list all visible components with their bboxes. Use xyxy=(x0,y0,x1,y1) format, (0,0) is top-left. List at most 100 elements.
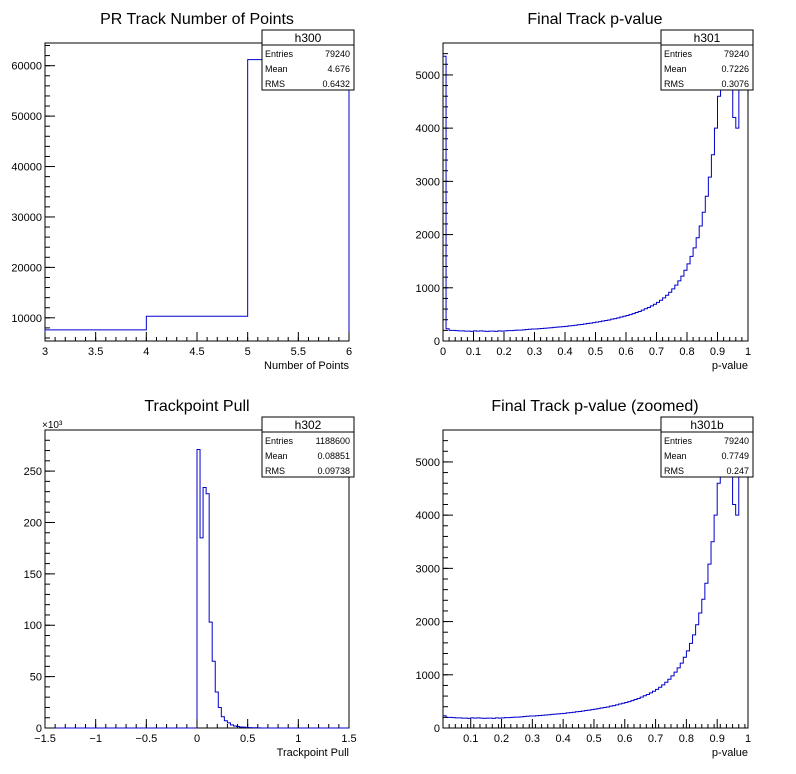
x-tick-label: 0.4 xyxy=(556,733,571,745)
x-tick-label: 0.5 xyxy=(586,733,601,745)
y-tick-label: 5000 xyxy=(416,457,440,469)
stats-box: h301b Entries 79240 Mean 0.7749 RMS 0.247 xyxy=(660,416,754,478)
x-tick-label: 0.6 xyxy=(618,346,633,358)
x-tick-label: −1 xyxy=(89,733,102,745)
histogram-series xyxy=(443,42,748,332)
x-tick-label: 1 xyxy=(745,346,751,358)
x-tick-label: 3 xyxy=(42,346,48,358)
histogram-panel-3: Trackpoint Pull −1.5 −1 −0.5 0 0.5 1 1.5 0 50 100 1… xyxy=(24,398,357,759)
y-tick-label: 200 xyxy=(24,517,42,529)
histogram-series xyxy=(45,449,349,729)
y-tick-label: 4000 xyxy=(416,510,440,522)
chart-title: Final Track p-value (zoomed) xyxy=(491,398,698,415)
stats-label: Mean xyxy=(664,64,687,74)
x-tick-label: −0.5 xyxy=(135,733,157,745)
stats-box-frame xyxy=(261,416,355,478)
y-tick-label: 60000 xyxy=(11,61,42,73)
stats-label: Mean xyxy=(664,451,687,461)
x-tick-label: 1 xyxy=(745,733,751,745)
stats-label: Entries xyxy=(265,49,294,59)
stats-label: Mean xyxy=(265,451,288,461)
y-tick-label: 250 xyxy=(24,466,42,478)
y-tick-label: 3000 xyxy=(416,563,440,575)
y-tick-label: 0 xyxy=(434,336,440,348)
x-tick-label: 1 xyxy=(295,733,301,745)
stats-value: 0.247 xyxy=(726,466,749,476)
y-tick-label: 20000 xyxy=(11,262,42,274)
stats-value: 0.3076 xyxy=(721,79,749,89)
x-tick-label: 0.5 xyxy=(240,733,255,745)
stats-value: 79240 xyxy=(724,436,749,446)
x-tick-label: 0.5 xyxy=(588,346,603,358)
x-tick-label: 4 xyxy=(143,346,149,358)
y-tick-label: 1000 xyxy=(416,670,440,682)
histogram-series xyxy=(443,429,748,719)
x-tick-label: 0.1 xyxy=(466,346,481,358)
x-tick-label: 3.5 xyxy=(88,346,103,358)
y-tick-label: 150 xyxy=(24,569,42,581)
histogram-panel-4: Final Track p-value (zoomed) 0.1 0.2 0.3 0.4… xyxy=(416,398,754,759)
y-exponent-label: ×10³ xyxy=(42,420,63,431)
x-tick-label: 0 xyxy=(440,346,446,358)
y-tick-label: 2000 xyxy=(416,230,440,242)
x-tick-label: 1.5 xyxy=(341,733,356,745)
chart-title: PR Track Number of Points xyxy=(100,11,294,28)
stats-label: Entries xyxy=(664,436,693,446)
x-tick-label: 6 xyxy=(346,346,352,358)
y-tick-label: 100 xyxy=(24,620,42,632)
y-tick-label: 2000 xyxy=(416,617,440,629)
y-tick-label: 0 xyxy=(36,723,42,735)
stats-label: RMS xyxy=(265,79,285,89)
y-tick-label: 30000 xyxy=(11,212,42,224)
histogram-panel-1: PR Track Number of Points 3 3.5 4 4.5 5 5.5 6 10… xyxy=(11,11,355,372)
chart-title: Final Track p-value xyxy=(527,11,662,28)
y-tick-label: 10000 xyxy=(11,313,42,325)
stats-label: RMS xyxy=(265,466,285,476)
x-axis-label: p-value xyxy=(712,747,748,759)
chart-title: Trackpoint Pull xyxy=(144,398,249,415)
stats-box-frame xyxy=(660,29,754,91)
stats-label: Mean xyxy=(265,64,288,74)
stats-box-name: h301 xyxy=(694,31,721,45)
stats-value: 0.09738 xyxy=(317,466,350,476)
x-tick-label: 0.7 xyxy=(648,733,663,745)
stats-label: Entries xyxy=(265,436,294,446)
x-tick-label: 0.9 xyxy=(710,733,725,745)
x-tick-label: 5.5 xyxy=(291,346,306,358)
x-axis-label: p-value xyxy=(712,360,748,372)
stats-value: 0.7749 xyxy=(721,451,749,461)
stats-value: 1188600 xyxy=(316,436,350,446)
stats-label: RMS xyxy=(664,79,684,89)
stats-box-name: h302 xyxy=(295,418,322,432)
x-tick-label: 0.1 xyxy=(463,733,478,745)
x-tick-label: 0.6 xyxy=(617,733,632,745)
stats-box-name: h301b xyxy=(690,418,724,432)
stats-value: 79240 xyxy=(724,49,749,59)
x-tick-label: −1.5 xyxy=(34,733,56,745)
x-tick-label: 5 xyxy=(245,346,251,358)
y-tick-label: 0 xyxy=(434,723,440,735)
x-tick-label: 0.7 xyxy=(649,346,664,358)
stats-value: 0.6432 xyxy=(322,79,350,89)
x-tick-label: 0.8 xyxy=(679,346,694,358)
y-tick-label: 50000 xyxy=(11,111,42,123)
y-tick-label: 4000 xyxy=(416,123,440,135)
x-axis-label: Number of Points xyxy=(264,360,349,372)
x-tick-label: 4.5 xyxy=(189,346,204,358)
x-tick-label: 0.3 xyxy=(525,733,540,745)
stats-value: 0.7226 xyxy=(721,64,749,74)
histogram-panel-2: Final Track p-value 0 0.1 0.2 0.3 0.4 0.5 0.6 0.… xyxy=(416,11,754,372)
x-tick-label: 0 xyxy=(194,733,200,745)
stats-value: 0.08851 xyxy=(317,451,350,461)
y-tick-label: 5000 xyxy=(416,70,440,82)
x-tick-label: 0.2 xyxy=(494,733,509,745)
y-tick-label: 3000 xyxy=(416,176,440,188)
stats-label: RMS xyxy=(664,466,684,476)
x-tick-label: 0.4 xyxy=(557,346,572,358)
x-axis-label: Trackpoint Pull xyxy=(277,747,349,759)
y-tick-label: 50 xyxy=(30,672,42,684)
histogram-series xyxy=(44,59,350,341)
